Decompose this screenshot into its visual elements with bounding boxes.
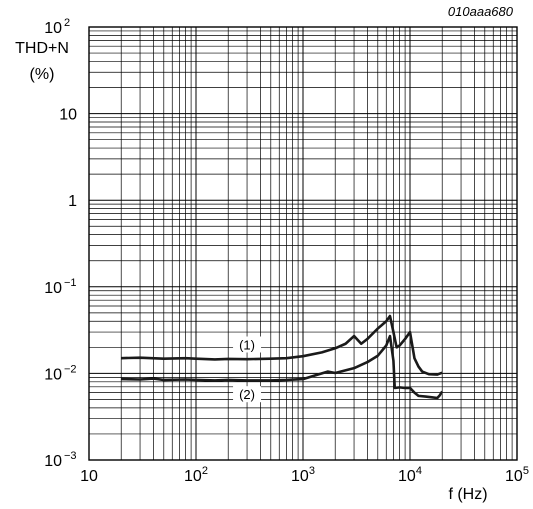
series-layer: (1) (2) [121,314,444,403]
plot-frame [88,26,518,461]
series-line-1 [121,314,443,376]
x-tick-label: 104 [398,465,422,485]
y-tick-label: 10 [59,107,77,124]
x-tick-label: 102 [184,465,208,485]
y-tick-label: 10 2 [44,17,70,37]
grid [88,27,517,461]
y-tick-label: 10 −3 [44,450,76,470]
x-tick-label: 103 [291,465,315,485]
y-tick-label: 10 −1 [44,277,76,297]
y-tick-labels: 10 2 10 1 10−1 10−2 10−3 [44,17,77,470]
x-axis-label: f (Hz) [448,486,487,503]
y-tick-label: 10 −2 [44,363,76,383]
y-axis-label-line2: (%) [30,66,55,83]
x-tick-label: 105 [505,465,529,485]
x-tick-label: 10 [80,468,98,485]
plot-border [88,26,518,461]
series-label-1: (1) [239,337,255,352]
y-tick-label: 1 [68,193,77,210]
y-axis-label-line1: THD+N [15,40,69,57]
series-line-2 [121,334,444,400]
series-label-2: (2) [239,387,255,402]
figure-id: 010aaa680 [448,4,514,19]
series-label-background [233,336,262,353]
series-label-background [233,386,262,403]
x-tick-labels: 10 102 103 104 105 [80,465,529,485]
